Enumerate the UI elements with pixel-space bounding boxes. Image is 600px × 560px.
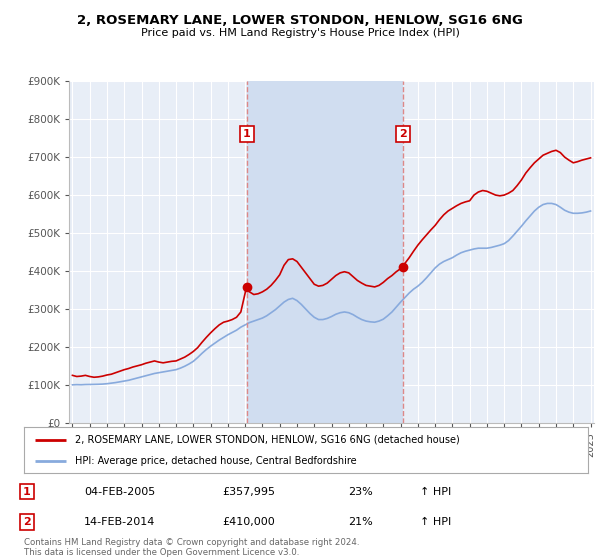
Text: Price paid vs. HM Land Registry's House Price Index (HPI): Price paid vs. HM Land Registry's House … — [140, 28, 460, 38]
Text: 2, ROSEMARY LANE, LOWER STONDON, HENLOW, SG16 6NG (detached house): 2, ROSEMARY LANE, LOWER STONDON, HENLOW,… — [75, 435, 460, 445]
Text: ↑ HPI: ↑ HPI — [420, 517, 451, 527]
Text: 2: 2 — [23, 517, 31, 527]
Text: HPI: Average price, detached house, Central Bedfordshire: HPI: Average price, detached house, Cent… — [75, 456, 356, 466]
Text: £357,995: £357,995 — [222, 487, 275, 497]
Text: 23%: 23% — [348, 487, 373, 497]
Bar — [247, 81, 403, 423]
Text: 1: 1 — [23, 487, 31, 497]
Text: Contains HM Land Registry data © Crown copyright and database right 2024.
This d: Contains HM Land Registry data © Crown c… — [24, 538, 359, 557]
Text: ↑ HPI: ↑ HPI — [420, 487, 451, 497]
Text: 21%: 21% — [348, 517, 373, 527]
Text: 04-FEB-2005: 04-FEB-2005 — [84, 487, 155, 497]
Text: 2, ROSEMARY LANE, LOWER STONDON, HENLOW, SG16 6NG: 2, ROSEMARY LANE, LOWER STONDON, HENLOW,… — [77, 14, 523, 27]
Text: 14-FEB-2014: 14-FEB-2014 — [84, 517, 155, 527]
Text: 2: 2 — [399, 129, 407, 139]
Text: 1: 1 — [242, 129, 250, 139]
Text: £410,000: £410,000 — [222, 517, 275, 527]
